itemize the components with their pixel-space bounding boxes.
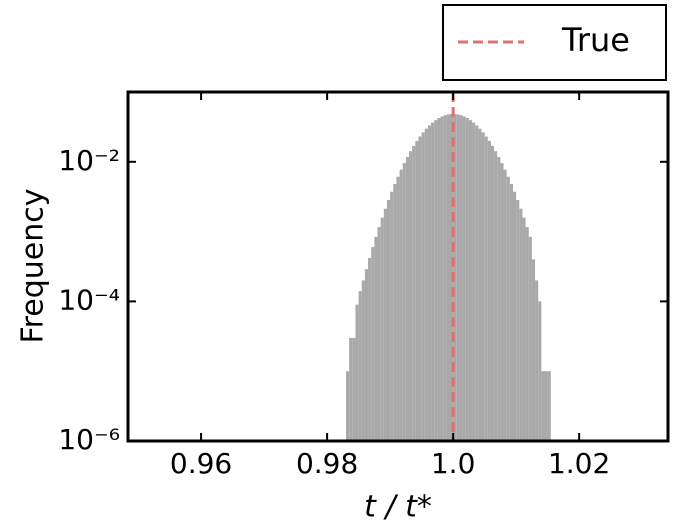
bar: [412, 145, 416, 442]
bar: [358, 291, 362, 441]
bar: [494, 151, 498, 441]
bar: [393, 183, 397, 441]
bar: [535, 280, 539, 441]
bar: [443, 115, 447, 441]
bar: [440, 116, 444, 441]
bar: [424, 128, 428, 441]
bar: [427, 125, 432, 441]
x-tick-label: 0.96: [170, 447, 232, 480]
bar: [437, 118, 441, 442]
bar: [497, 157, 501, 441]
bar: [481, 132, 485, 441]
x-tick-label: 1.02: [548, 447, 610, 480]
bar: [475, 125, 479, 441]
bar: [352, 337, 356, 441]
legend-label: True: [561, 21, 630, 59]
bar: [396, 176, 400, 441]
bar: [528, 236, 532, 441]
bar: [386, 199, 391, 441]
x-tick-label: 0.98: [296, 447, 358, 480]
bar: [374, 236, 378, 441]
bar: [516, 199, 520, 441]
bar: [509, 183, 513, 441]
bar: [465, 118, 469, 442]
bar: [446, 114, 450, 442]
bar: [355, 304, 359, 441]
bar: [449, 113, 454, 441]
bar: [468, 120, 473, 441]
bar: [522, 217, 526, 441]
y-axis-label: Frequency: [16, 189, 51, 344]
bar: [349, 337, 353, 441]
bar: [405, 157, 410, 441]
bar: [525, 227, 529, 441]
y-tick-label: 10⁻²: [58, 144, 120, 177]
bar: [519, 208, 523, 441]
bar: [402, 163, 406, 442]
bar: [490, 145, 495, 442]
x-axis-label: t / t*: [364, 490, 432, 525]
bar: [484, 136, 488, 441]
bar: [456, 114, 460, 442]
bar: [462, 116, 466, 441]
y-tick-label: 10⁻⁴: [58, 283, 120, 316]
bar: [380, 217, 384, 441]
bar: [390, 191, 394, 441]
bar: [361, 280, 365, 441]
bar: [346, 371, 350, 441]
bar: [415, 140, 419, 441]
bar: [453, 113, 457, 441]
bar: [478, 128, 482, 441]
bar: [421, 132, 425, 441]
bar: [434, 120, 438, 441]
bar: [512, 191, 517, 441]
bar: [547, 371, 551, 441]
bar: [500, 163, 504, 442]
bar: [506, 176, 510, 441]
bar: [409, 151, 413, 441]
y-tick-label: 10⁻⁶: [58, 423, 120, 456]
bar: [399, 169, 403, 442]
x-tick-label: 1.0: [431, 447, 476, 480]
bar: [418, 136, 422, 441]
bar: [459, 115, 463, 441]
bar: [377, 227, 381, 441]
bar: [544, 371, 548, 441]
bar: [431, 122, 435, 442]
bar: [364, 269, 369, 441]
bar: [503, 169, 507, 442]
bar: [472, 122, 476, 442]
bar: [541, 371, 545, 441]
bar: [538, 301, 542, 441]
bar: [383, 208, 387, 441]
bar: [368, 257, 372, 441]
bar: [531, 259, 536, 441]
bar: [487, 140, 491, 441]
plot-frame: [126, 90, 670, 443]
bar: [371, 247, 375, 441]
